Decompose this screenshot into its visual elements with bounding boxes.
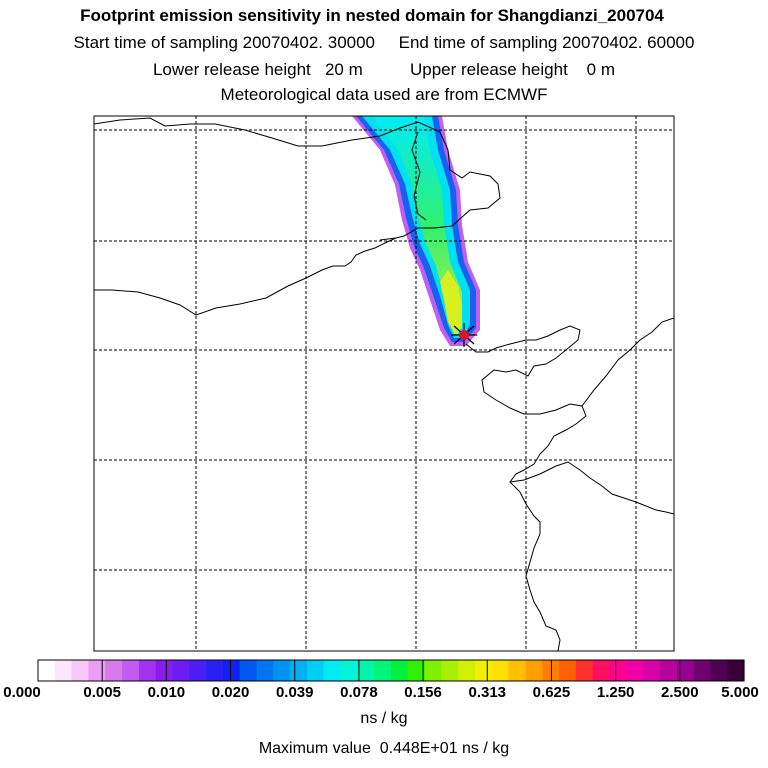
colorbar-dividers — [101, 660, 681, 681]
colorbar-segment — [290, 660, 308, 681]
colorbar-tick-label: 2.500 — [661, 684, 699, 701]
colorbar-frame — [37, 659, 745, 682]
colorbar-segment — [676, 660, 695, 681]
colorbar-segment — [54, 660, 73, 681]
plume-yellow-core — [440, 270, 462, 334]
colorbar-tick-label: 0.039 — [275, 684, 314, 701]
colorbar-segment — [206, 660, 224, 681]
colorbar-segment — [273, 660, 291, 681]
colorbar-segment — [71, 660, 90, 681]
colorbar-tick-label: 0.005 — [83, 684, 121, 701]
colorbar-segment — [105, 660, 123, 681]
coastline-shandong — [509, 461, 674, 515]
colorbar-segment — [710, 660, 728, 681]
colorbar-segment — [508, 660, 527, 681]
colorbar-tick-label: 0.020 — [211, 684, 250, 701]
chart-title: Footprint emission sensitivity in nested… — [80, 6, 664, 25]
max-value-label: Maximum value 0.448E+01 ns / kg — [258, 740, 510, 757]
colorbar-segment — [609, 660, 627, 681]
colorbar-segment — [424, 660, 443, 681]
border-line-central — [94, 237, 397, 316]
colorbar-segment — [88, 660, 106, 681]
colorbar-segment — [643, 660, 661, 681]
colorbar-segment — [626, 660, 644, 681]
colorbar-segment — [693, 660, 711, 681]
colorbar-segment — [172, 660, 190, 681]
colorbar-tick-label: 0.000 — [3, 684, 41, 701]
map-frame — [93, 115, 675, 652]
colorbar-segment — [155, 660, 174, 681]
colorbar-segment — [239, 660, 258, 681]
colorbar-tick-label: 0.010 — [147, 684, 186, 701]
colorbar-segment — [559, 660, 577, 681]
colorbar-segment — [374, 660, 392, 681]
colorbar-segment — [306, 660, 325, 681]
border-line-north — [94, 117, 501, 241]
colorbar-segment — [340, 660, 358, 681]
colorbar-segment — [727, 660, 745, 681]
colorbar-segment — [323, 660, 342, 681]
station-marker — [451, 323, 477, 347]
colorbar-tick-label: 0.156 — [404, 684, 442, 701]
release-height-line: Lower release height 20 m Upper release … — [152, 60, 616, 79]
colorbar-tick-label: 0.078 — [340, 684, 378, 701]
colorbar-segment — [222, 660, 241, 681]
colorbar-segment — [525, 660, 543, 681]
colorbar-segment — [659, 660, 678, 681]
border-line-east — [411, 131, 427, 221]
colorbar-segment — [441, 660, 459, 681]
colorbar-tick-label: 0.625 — [532, 684, 571, 701]
colorbar-tick-label: 0.313 — [468, 684, 507, 701]
colorbar-segment — [138, 660, 157, 681]
colorbar-segment — [122, 660, 140, 681]
colorbar-segment — [592, 660, 611, 681]
colorbar-segment — [357, 660, 375, 681]
colorbar-tick-label: 5.000 — [721, 684, 759, 701]
met-data-line: Meteorological data used are from ECMWF — [220, 85, 548, 104]
colorbar-segment — [475, 660, 493, 681]
sampling-time-line: Start time of sampling 20070402. 30000 E… — [73, 33, 695, 52]
colorbar — [38, 660, 745, 681]
units-label: ns / kg — [360, 710, 408, 727]
colorbar-segment — [407, 660, 426, 681]
coastline-liaodong — [581, 317, 674, 407]
colorbar-segment — [256, 660, 274, 681]
colorbar-segment — [491, 660, 510, 681]
coastline-bohai — [465, 325, 587, 651]
colorbar-segment — [458, 660, 476, 681]
colorbar-segment — [189, 660, 207, 681]
colorbar-segment — [391, 660, 409, 681]
colorbar-tick-label: 1.250 — [596, 684, 635, 701]
colorbar-segment — [575, 660, 594, 681]
colorbar-segment — [38, 660, 56, 681]
